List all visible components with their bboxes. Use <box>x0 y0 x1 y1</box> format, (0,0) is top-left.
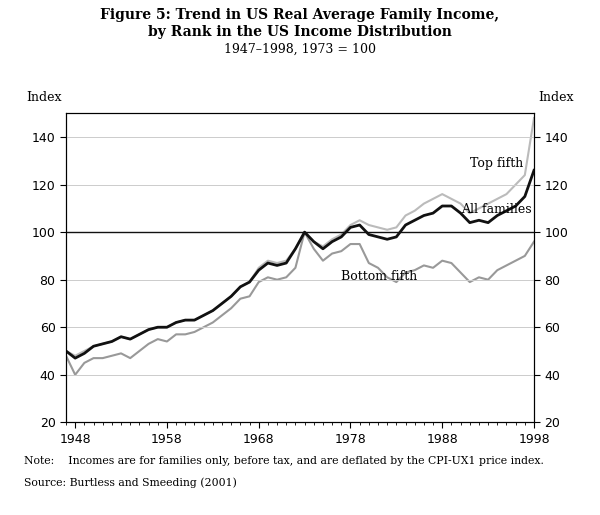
Text: Figure 5: Trend in US Real Average Family Income,: Figure 5: Trend in US Real Average Famil… <box>100 8 500 22</box>
Text: Top fifth: Top fifth <box>470 158 523 170</box>
Text: Note:    Incomes are for families only, before tax, and are deflated by the CPI-: Note: Incomes are for families only, bef… <box>24 456 544 466</box>
Text: Source: Burtless and Smeeding (2001): Source: Burtless and Smeeding (2001) <box>24 478 237 489</box>
Text: Index: Index <box>539 91 574 104</box>
Text: 1947–1998, 1973 = 100: 1947–1998, 1973 = 100 <box>224 43 376 56</box>
Text: by Rank in the US Income Distribution: by Rank in the US Income Distribution <box>148 25 452 39</box>
Text: Index: Index <box>26 91 61 104</box>
Text: Bottom fifth: Bottom fifth <box>341 270 418 283</box>
Text: All families: All families <box>461 202 531 215</box>
